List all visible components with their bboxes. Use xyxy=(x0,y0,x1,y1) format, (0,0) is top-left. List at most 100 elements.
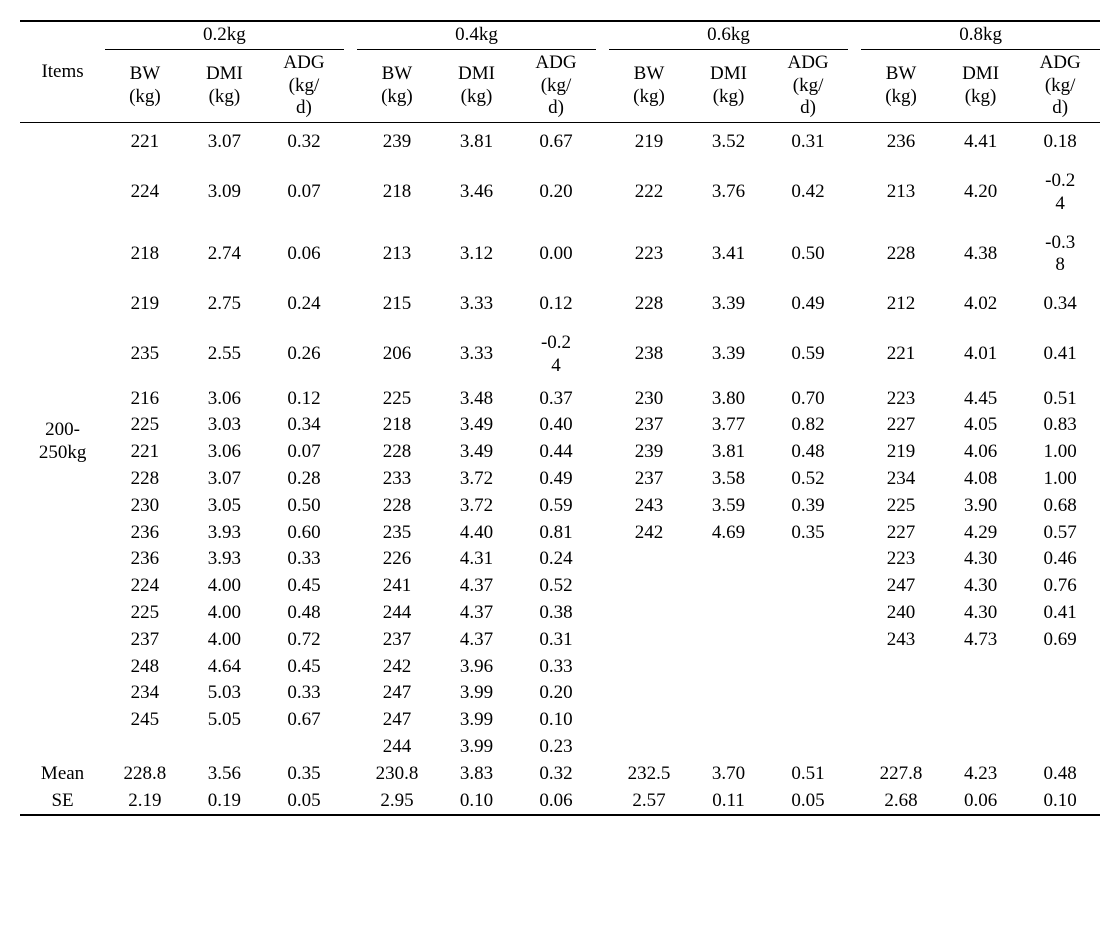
cell: 4.23 xyxy=(941,761,1021,788)
cell xyxy=(105,734,185,761)
cell xyxy=(768,654,848,681)
cell: 4.30 xyxy=(941,600,1021,627)
cell: 0.06 xyxy=(941,788,1021,816)
cell: 235 xyxy=(357,520,437,547)
header-sub-row: BW (kg) DMI (kg) ADG (kg/ d) BW (kg) DMI… xyxy=(20,49,1100,122)
table-row: 2363.930.602354.400.812424.690.352274.29… xyxy=(20,520,1100,547)
cell: 0.31 xyxy=(516,627,596,654)
cell: 0.05 xyxy=(768,788,848,816)
cell: 0.72 xyxy=(264,627,344,654)
cell: 243 xyxy=(861,627,941,654)
cell: 3.41 xyxy=(689,224,769,286)
cell: 228.8 xyxy=(105,761,185,788)
cell: 3.07 xyxy=(185,466,265,493)
table-row: 2484.640.452423.960.33 xyxy=(20,654,1100,681)
cell: 0.26 xyxy=(264,324,344,386)
cell: 1.00 xyxy=(1020,439,1100,466)
cell: 4.20 xyxy=(941,162,1021,224)
table-row: 2374.000.722374.370.312434.730.69 xyxy=(20,627,1100,654)
cell: 247 xyxy=(357,707,437,734)
cell: 3.81 xyxy=(689,439,769,466)
group-header-2: 0.6kg xyxy=(609,21,848,49)
cell xyxy=(861,707,941,734)
cell xyxy=(861,734,941,761)
cell: 0.18 xyxy=(1020,123,1100,162)
cell: 4.45 xyxy=(941,386,1021,413)
cell: 237 xyxy=(609,466,689,493)
cell: 0.52 xyxy=(516,573,596,600)
cell xyxy=(768,573,848,600)
cell: 248 xyxy=(105,654,185,681)
cell: 3.07 xyxy=(185,123,265,162)
cell: 225 xyxy=(861,493,941,520)
cell: 3.90 xyxy=(941,493,1021,520)
cell: 3.96 xyxy=(437,654,517,681)
cell xyxy=(941,734,1021,761)
cell xyxy=(861,654,941,681)
cell xyxy=(689,654,769,681)
cell: 0.45 xyxy=(264,573,344,600)
cell: 223 xyxy=(861,546,941,573)
data-table: Items 0.2kg 0.4kg 0.6kg 0.8kg BW (kg) DM… xyxy=(20,20,1100,816)
cell: 240 xyxy=(861,600,941,627)
cell: 3.49 xyxy=(437,412,517,439)
cell: 3.93 xyxy=(185,546,265,573)
cell: 0.24 xyxy=(516,546,596,573)
cell: 3.99 xyxy=(437,734,517,761)
cell: 230 xyxy=(609,386,689,413)
cell xyxy=(609,546,689,573)
cell: 0.32 xyxy=(516,761,596,788)
cell: 0.46 xyxy=(1020,546,1100,573)
cell: 0.51 xyxy=(768,761,848,788)
se-label: SE xyxy=(20,788,105,816)
cell: 1.00 xyxy=(1020,466,1100,493)
cell xyxy=(609,600,689,627)
cell: 0.11 xyxy=(689,788,769,816)
cell: 239 xyxy=(609,439,689,466)
cell: 234 xyxy=(105,680,185,707)
cell: 237 xyxy=(609,412,689,439)
cell: 2.55 xyxy=(185,324,265,386)
cell: 0.59 xyxy=(768,324,848,386)
cell: 4.00 xyxy=(185,600,265,627)
cell xyxy=(768,734,848,761)
cell: 3.58 xyxy=(689,466,769,493)
cell: 4.37 xyxy=(437,573,517,600)
cell: 0.10 xyxy=(516,707,596,734)
cell: 222 xyxy=(609,162,689,224)
table-row: 2443.990.23 xyxy=(20,734,1100,761)
cell: 4.64 xyxy=(185,654,265,681)
cell: 3.77 xyxy=(689,412,769,439)
cell: 218 xyxy=(105,224,185,286)
sub-bw-3: BW (kg) xyxy=(861,49,941,122)
cell xyxy=(185,734,265,761)
cell: 213 xyxy=(861,162,941,224)
cell: 3.49 xyxy=(437,439,517,466)
cell: 3.72 xyxy=(437,466,517,493)
cell: 0.60 xyxy=(264,520,344,547)
cell: 0.45 xyxy=(264,654,344,681)
cell: 0.32 xyxy=(264,123,344,162)
cell: 4.73 xyxy=(941,627,1021,654)
cell: 0.50 xyxy=(264,493,344,520)
cell: 3.03 xyxy=(185,412,265,439)
cell: 2.75 xyxy=(185,285,265,324)
cell: 3.59 xyxy=(689,493,769,520)
cell: 0.50 xyxy=(768,224,848,286)
group-header-3: 0.8kg xyxy=(861,21,1100,49)
mean-row: Mean228.83.560.35230.83.830.32232.53.700… xyxy=(20,761,1100,788)
cell: 221 xyxy=(105,439,185,466)
cell: 4.29 xyxy=(941,520,1021,547)
cell: 3.12 xyxy=(437,224,517,286)
cell: 213 xyxy=(357,224,437,286)
cell xyxy=(768,680,848,707)
cell: 237 xyxy=(105,627,185,654)
table-row: 2192.750.242153.330.122283.390.492124.02… xyxy=(20,285,1100,324)
cell: 3.70 xyxy=(689,761,769,788)
cell: 236 xyxy=(105,546,185,573)
cell: 241 xyxy=(357,573,437,600)
cell: 0.76 xyxy=(1020,573,1100,600)
cell: 0.42 xyxy=(768,162,848,224)
cell: 0.28 xyxy=(264,466,344,493)
cell: 206 xyxy=(357,324,437,386)
